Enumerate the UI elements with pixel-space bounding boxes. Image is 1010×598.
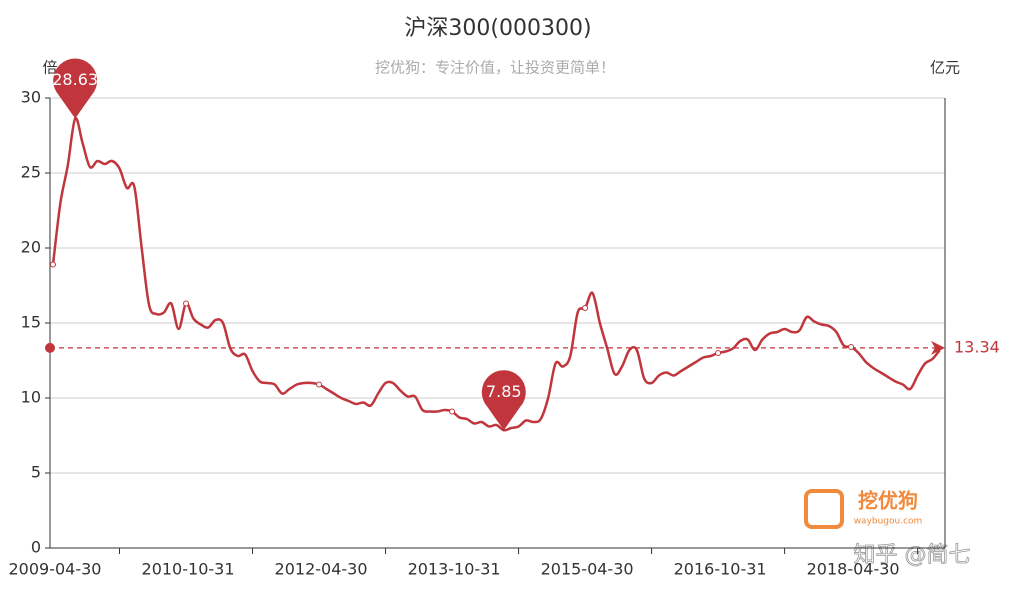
chart-title: 沪深300(000300) xyxy=(404,16,591,41)
mark-line-start xyxy=(45,342,55,353)
x-tick-label: 2009-04-30 xyxy=(9,560,102,579)
point-marker xyxy=(582,305,589,311)
chart-subtitle: 挖优狗：专注价值，让投资更简单！ xyxy=(375,59,615,77)
point-marker xyxy=(50,261,56,268)
point-marker xyxy=(848,344,855,350)
pin xyxy=(53,58,98,119)
y2-axis-label: 亿元 xyxy=(930,59,960,77)
mark-line-label: 13.34 xyxy=(954,337,1000,356)
y-tick-label: 5 xyxy=(31,463,41,482)
y-tick-label: 20 xyxy=(21,238,41,257)
x-tick-label: 2013-10-31 xyxy=(408,560,501,579)
x-tick-label: 2016-10-31 xyxy=(674,560,767,579)
y-tick-label: 30 xyxy=(21,88,41,107)
y-tick-label: 25 xyxy=(21,163,41,182)
pin xyxy=(481,370,526,431)
y-axis-label: 倍 xyxy=(42,59,57,77)
mark-line-arrow xyxy=(931,340,945,355)
pin-label: 7.85 xyxy=(486,382,522,401)
y-tick-label: 0 xyxy=(31,538,41,557)
x-tick-label: 2010-10-31 xyxy=(142,560,235,579)
watermark-credit: 知乎 @简七 xyxy=(854,543,971,568)
point-marker xyxy=(715,350,722,356)
logo-text: 挖优狗 xyxy=(858,489,918,513)
y-tick-label: 15 xyxy=(21,313,41,332)
x-tick-label: 2015-04-30 xyxy=(541,560,634,579)
x-tick-label: 2012-04-30 xyxy=(275,560,368,579)
point-marker xyxy=(316,381,323,388)
y-tick-label: 10 xyxy=(21,388,41,407)
logo-url: waybugou.com xyxy=(854,517,923,527)
line xyxy=(51,116,941,432)
logo-icon xyxy=(804,489,844,529)
point-marker xyxy=(183,300,190,307)
pin-label: 28.63 xyxy=(52,70,98,89)
point-marker xyxy=(449,408,456,415)
x-tick-label: 2018-04-30 xyxy=(807,560,900,579)
watermark-logo: 挖优狗 waybugou.com xyxy=(804,489,923,529)
